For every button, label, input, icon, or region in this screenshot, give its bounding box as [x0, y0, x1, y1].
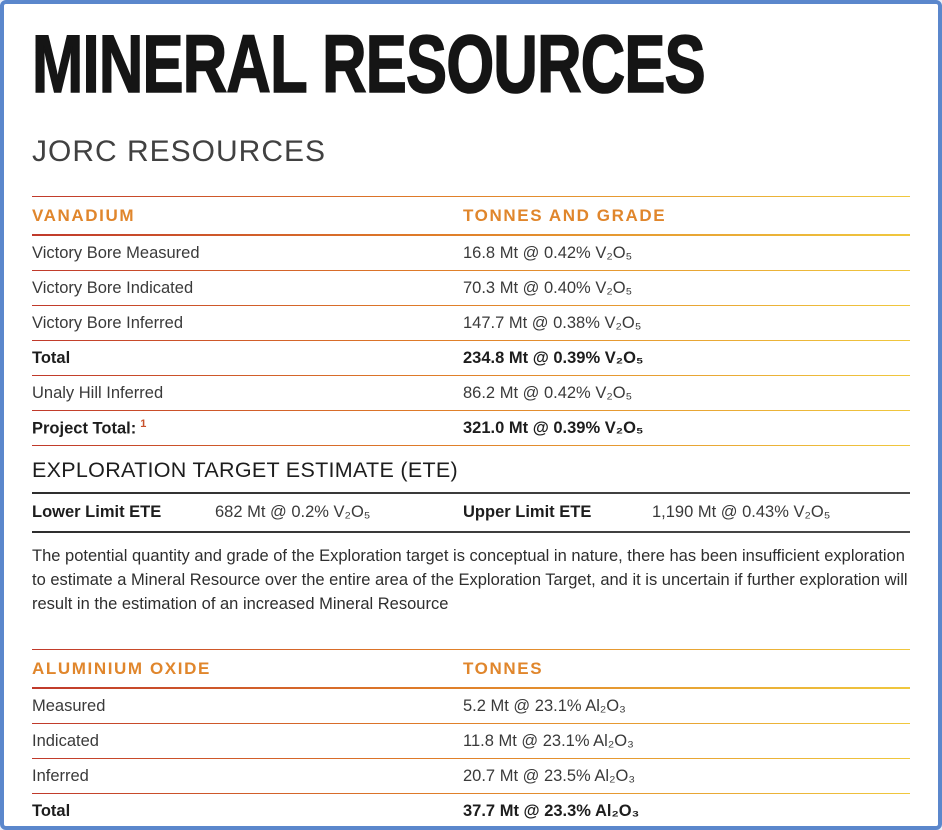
row-value: 20.7 Mt @ 23.5% Al₂O₃: [463, 766, 636, 785]
row-value: 321.0 Mt @ 0.39% V₂O₅: [463, 418, 644, 437]
table-top-divider: [32, 195, 910, 197]
row-label: Victory Bore Indicated: [32, 278, 194, 297]
ete-disclaimer: The potential quantity and grade of the …: [32, 546, 908, 613]
aluminium-table-header-row: ALUMINIUM OXIDE TONNES: [32, 650, 910, 687]
vanadium-table-header-row: VANADIUM TONNES AND GRADE: [32, 197, 910, 234]
lower-limit-label: Lower Limit ETE: [32, 502, 162, 521]
aluminium-oxide-table: ALUMINIUM OXIDE TONNES Measured 5.2 Mt @ …: [32, 648, 910, 826]
row-label: Total: [32, 801, 71, 820]
ete-heading: EXPLORATION TARGET ESTIMATE (ETE): [32, 457, 459, 482]
table-row: Victory Bore Indicated 70.3 Mt @ 0.40% V₂…: [32, 271, 910, 306]
row-label: Inferred: [32, 766, 89, 785]
table-row: Measured 5.2 Mt @ 23.1% Al₂O₃: [32, 689, 910, 724]
row-value: 147.7 Mt @ 0.38% V₂O₅: [463, 313, 642, 332]
header-divider: [32, 233, 910, 236]
row-label: Project Total: 1: [32, 418, 147, 438]
page-subtitle: JORC RESOURCES: [32, 134, 327, 168]
table-row: Indicated 11.8 Mt @ 23.1% Al₂O₃: [32, 724, 910, 759]
table-row: Victory Bore Measured 16.8 Mt @ 0.42% V₂O…: [32, 236, 910, 271]
table-row: Inferred 20.7 Mt @ 23.5% Al₂O₃: [32, 759, 910, 794]
ete-bottom-divider: [32, 530, 910, 533]
table-row: Unaly Hill Inferred 86.2 Mt @ 0.42% V₂O₅: [32, 376, 910, 411]
row-label: Victory Bore Inferred: [32, 313, 184, 332]
aluminium-table-body: Measured 5.2 Mt @ 23.1% Al₂O₃ Indicated 11.…: [32, 689, 910, 826]
row-label: Unaly Hill Inferred: [32, 383, 164, 402]
lower-limit-value: 682 Mt @ 0.2% V₂O₅: [215, 502, 371, 521]
table-row: Victory Bore Inferred 147.7 Mt @ 0.38% V₂…: [32, 306, 910, 341]
table-top-divider: [32, 648, 910, 650]
upper-limit-value: 1,190 Mt @ 0.43% V₂O₅: [652, 502, 831, 521]
column-header-vanadium: VANADIUM: [32, 205, 136, 225]
row-value: 16.8 Mt @ 0.42% V₂O₅: [463, 243, 633, 262]
column-header-tonnes-and-grade: TONNES AND GRADE: [463, 205, 667, 225]
row-value: 11.8 Mt @ 23.1% Al₂O₃: [463, 731, 634, 750]
ete-limits-row: Lower Limit ETE 682 Mt @ 0.2% V₂O₅ Upper…: [32, 494, 910, 531]
document-content: MINERAL RESOURCES JORC RESOURCES VANADIU…: [4, 4, 938, 826]
row-value: 5.2 Mt @ 23.1% Al₂O₃: [463, 696, 626, 715]
row-value: 234.8 Mt @ 0.39% V₂O₅: [463, 348, 644, 367]
exploration-target-section: EXPLORATION TARGET ESTIMATE (ETE) Lower …: [32, 458, 910, 617]
row-label: Victory Bore Measured: [32, 243, 200, 262]
vanadium-table-body: Victory Bore Measured 16.8 Mt @ 0.42% V₂O…: [32, 236, 910, 446]
vanadium-table: VANADIUM TONNES AND GRADE Victory Bore M…: [32, 195, 910, 446]
row-label: Measured: [32, 696, 106, 715]
table-row: Total 234.8 Mt @ 0.39% V₂O₅: [32, 341, 910, 376]
column-header-tonnes: TONNES: [463, 658, 544, 678]
row-label: Indicated: [32, 731, 99, 750]
table-row: Project Total: 1 321.0 Mt @ 0.39% V₂O₅: [32, 411, 910, 446]
header-divider: [32, 686, 910, 689]
row-label: Total: [32, 348, 71, 367]
ete-top-divider: [32, 491, 910, 494]
row-value: 37.7 Mt @ 23.3% Al₂O₃: [463, 801, 640, 820]
table-row: Total 37.7 Mt @ 23.3% Al₂O₃: [32, 794, 910, 826]
upper-limit-label: Upper Limit ETE: [463, 502, 592, 521]
row-value: 70.3 Mt @ 0.40% V₂O₅: [463, 278, 633, 297]
footnote-marker: 1: [140, 418, 147, 431]
page-title: MINERAL RESOURCES: [31, 19, 706, 110]
row-value: 86.2 Mt @ 0.42% V₂O₅: [463, 383, 633, 402]
column-header-aluminium-oxide: ALUMINIUM OXIDE: [32, 658, 211, 678]
